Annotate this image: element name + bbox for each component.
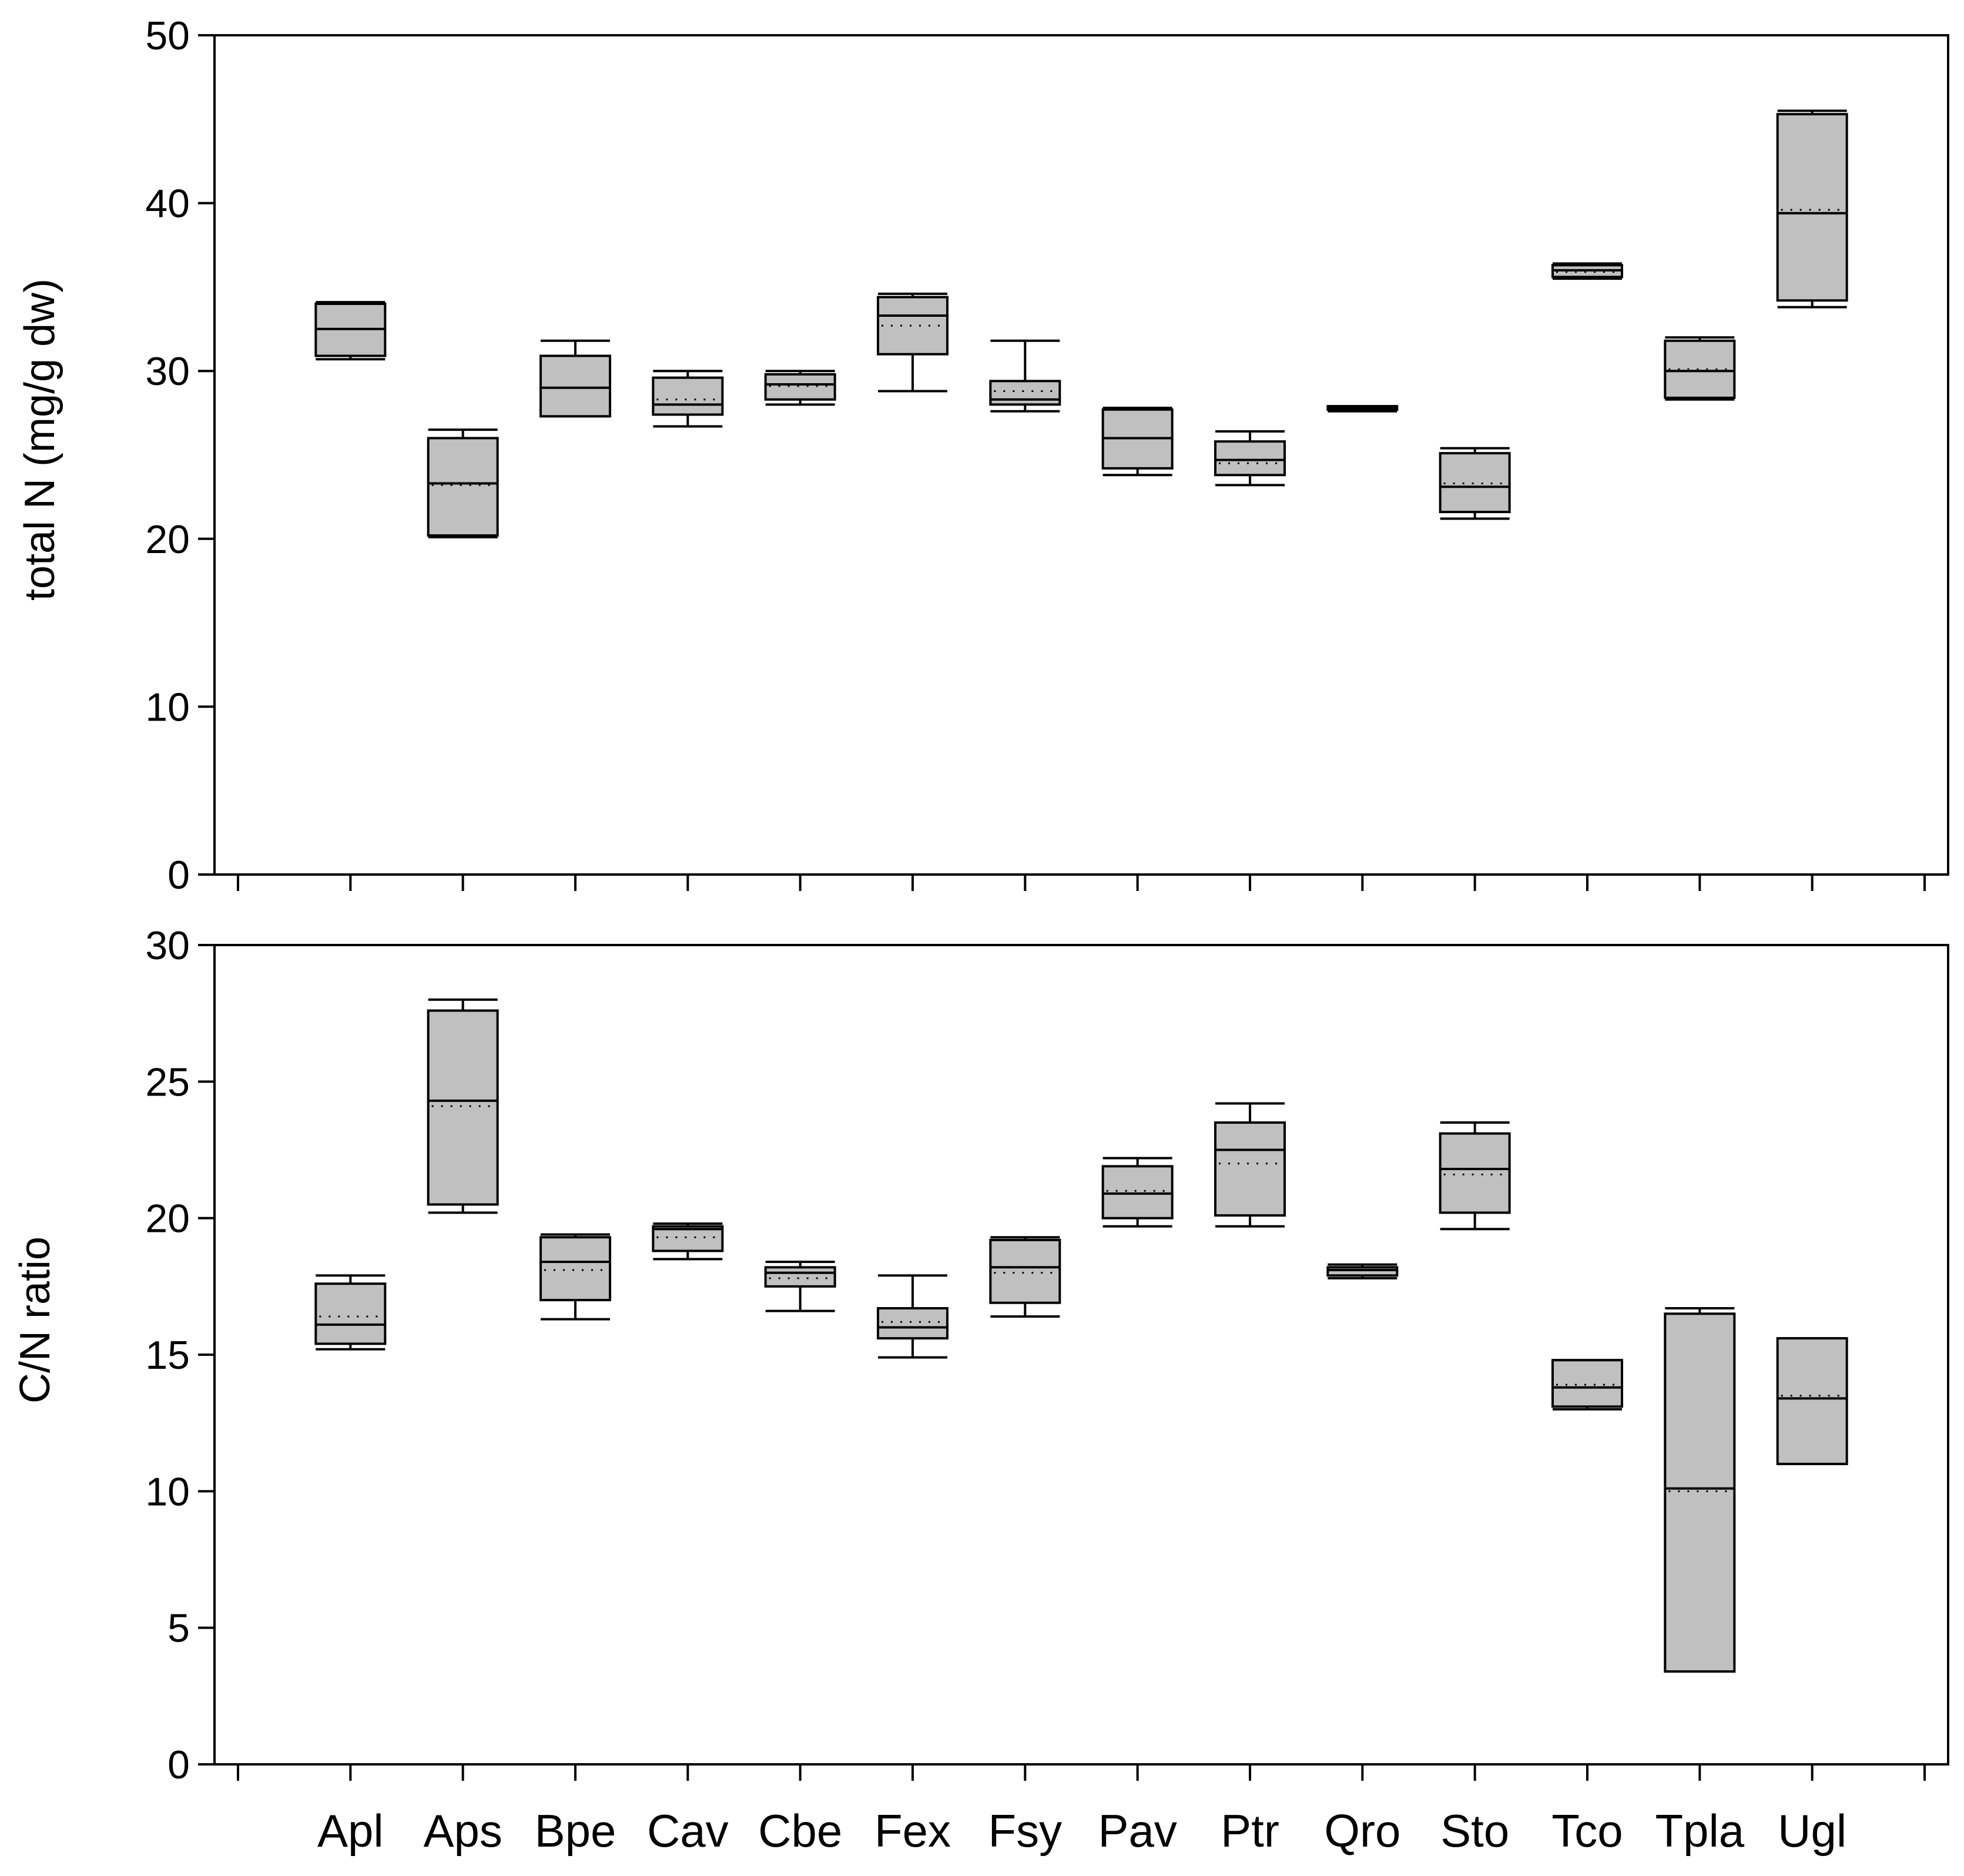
category-label-cbe: Cbe (758, 1805, 842, 1857)
total-n-y-tick-label: 10 (145, 685, 190, 729)
total-n-box-apl (314, 301, 387, 361)
category-label-qro: Qro (1324, 1805, 1400, 1857)
iqr-box (1439, 452, 1511, 514)
category-label-ugl: Ugl (1778, 1805, 1846, 1857)
iqr-box (1101, 1165, 1174, 1220)
cn-ratio-y-tick-label: 0 (167, 1743, 190, 1787)
total-n-y-tick-label: 40 (145, 182, 190, 226)
iqr-box (877, 1307, 949, 1340)
iqr-box (427, 437, 499, 537)
category-label-fex: Fex (874, 1805, 951, 1857)
iqr-box (877, 296, 949, 356)
total-n-y-tick-label: 50 (145, 14, 190, 58)
total-n-y-tick-label: 0 (167, 853, 190, 897)
iqr-box (764, 373, 836, 401)
total-n-box-ptr (1214, 430, 1286, 487)
category-label-ptr: Ptr (1221, 1805, 1279, 1857)
total-n-box-ugl (1776, 109, 1848, 309)
cn-ratio-y-tick-label: 10 (145, 1469, 190, 1514)
total-n-box-pav (1101, 407, 1174, 477)
iqr-box (764, 1266, 836, 1288)
total-n-box-cbe (764, 370, 836, 406)
iqr-box (539, 354, 611, 418)
cn-ratio-box-apl (314, 1274, 387, 1351)
cn-ratio-box-pav (1101, 1157, 1174, 1228)
iqr-box (1776, 1337, 1848, 1465)
cn-ratio-panel: 0 5 10 15 20 25 30 Apl Aps Bpe Cav Cbe Fex Fsy Pav Ptr Q… (145, 923, 1949, 1857)
total-n-box-cav (652, 370, 724, 428)
iqr-box (1551, 1359, 1623, 1408)
cn-ratio-axis-title: C/N ratio (12, 1237, 59, 1403)
cn-ratio-box-fsy (989, 1236, 1061, 1318)
total-n-y-tick-label: 20 (145, 517, 190, 562)
total-n-box-tpla (1664, 336, 1736, 401)
total-n-box-fsy (989, 339, 1061, 413)
cn-ratio-box-qro (1326, 1263, 1399, 1279)
cn-ratio-y-tick-label: 5 (167, 1606, 190, 1651)
total-n-box-fex (877, 292, 949, 393)
iqr-box (652, 1225, 724, 1252)
category-label-bpe: Bpe (535, 1805, 616, 1857)
cn-ratio-box-tpla (1664, 1307, 1736, 1673)
category-label-pav: Pav (1098, 1805, 1177, 1857)
iqr-box (427, 1009, 499, 1206)
cn-ratio-box-fex (877, 1274, 949, 1359)
cn-ratio-box-ugl (1776, 1337, 1848, 1465)
cn-ratio-y-tick-label: 25 (145, 1060, 190, 1104)
category-label-sto: Sto (1440, 1805, 1509, 1857)
cn-ratio-y-tick-label: 15 (145, 1333, 190, 1378)
category-label-fsy: Fsy (988, 1805, 1063, 1857)
total-n-box-tco (1551, 262, 1623, 280)
iqr-box (652, 376, 724, 416)
total-n-y-tick-label: 30 (145, 349, 190, 394)
total-n-box-bpe (539, 339, 611, 418)
iqr-box (1664, 1312, 1736, 1673)
category-label-cav: Cav (647, 1805, 729, 1857)
cn-ratio-box-bpe (539, 1233, 611, 1321)
iqr-box (1214, 440, 1286, 477)
total-n-panel: 0 10 20 30 40 50 (145, 14, 1949, 897)
cn-ratio-y-tick-label: 30 (145, 923, 190, 968)
category-label-apl: Apl (317, 1805, 384, 1857)
iqr-box (989, 1238, 1061, 1304)
cn-ratio-box-cbe (764, 1261, 836, 1312)
category-label-tpla: Tpla (1655, 1805, 1744, 1857)
iqr-box (1439, 1132, 1511, 1214)
iqr-box (989, 380, 1061, 406)
cn-ratio-box-tco (1551, 1359, 1623, 1411)
category-label-tco: Tco (1551, 1805, 1623, 1857)
iqr-box (314, 1282, 387, 1345)
iqr-box (1326, 1266, 1399, 1277)
category-label-aps: Aps (423, 1805, 502, 1857)
total-n-box-sto (1439, 447, 1511, 520)
cn-ratio-y-tick-label: 20 (145, 1197, 190, 1241)
total-n-box-aps (427, 428, 499, 538)
cn-ratio-box-sto (1439, 1121, 1511, 1231)
cn-ratio-box-ptr (1214, 1102, 1286, 1228)
total-n-box-qro (1326, 405, 1399, 413)
cn-ratio-box-aps (427, 998, 499, 1214)
cn-ratio-box-cav (652, 1222, 724, 1261)
iqr-box (1664, 339, 1736, 399)
total-n-axis-title: total N (mg/g dw) (16, 279, 63, 601)
iqr-box (1214, 1121, 1286, 1217)
iqr-box (1776, 113, 1848, 302)
iqr-box (539, 1236, 611, 1302)
total-n-plot-frame (213, 34, 1949, 876)
